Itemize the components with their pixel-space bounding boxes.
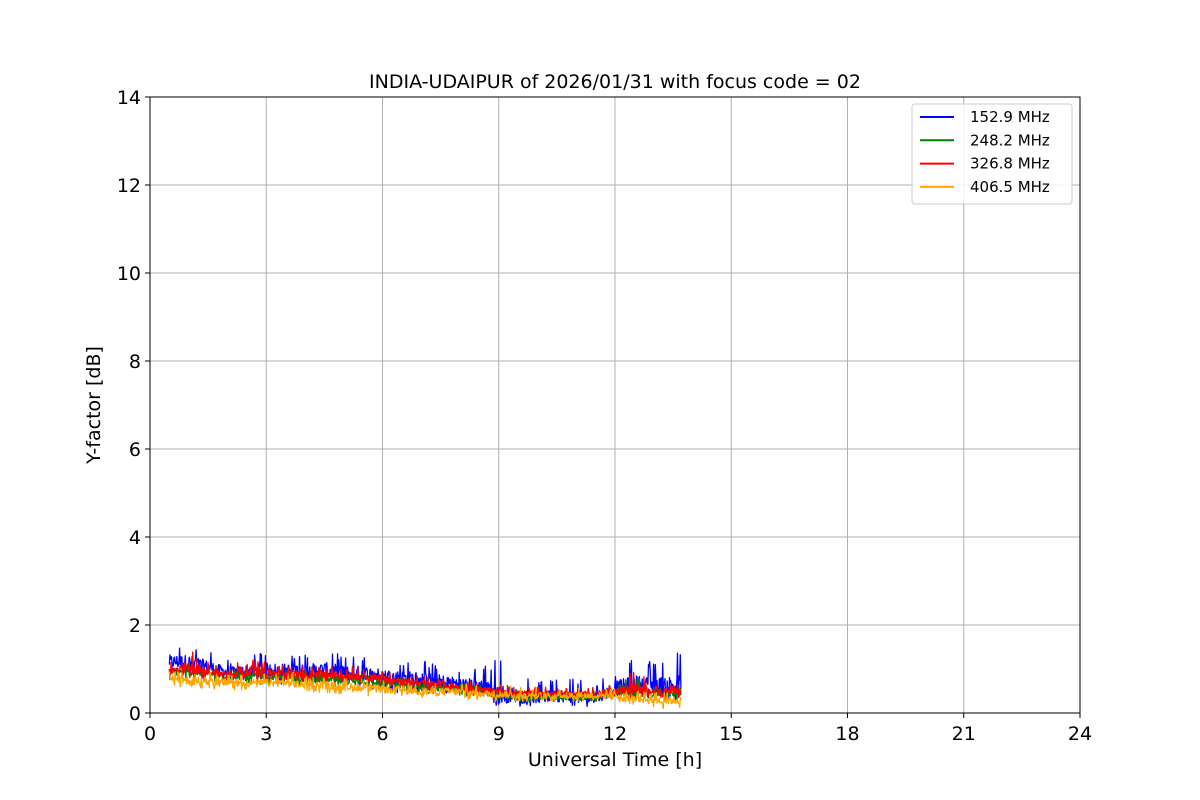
legend-label-2: 326.8 MHz — [970, 155, 1050, 173]
x-tick-label-2: 6 — [376, 723, 388, 745]
x-tick-label-0: 0 — [144, 723, 156, 745]
x-axis: 0 3 6 9 12 15 18 21 24 — [144, 713, 1092, 745]
y-tick-label-4: 8 — [129, 351, 141, 373]
y-tick-label-6: 12 — [117, 175, 141, 197]
y-axis: 0 2 4 6 8 10 12 14 — [117, 87, 150, 725]
y-tick-label-7: 14 — [117, 87, 141, 109]
x-tick-label-5: 15 — [719, 723, 743, 745]
x-tick-label-3: 9 — [493, 723, 505, 745]
x-tick-label-1: 3 — [260, 723, 272, 745]
y-tick-label-5: 10 — [117, 263, 141, 285]
series-line-3 — [168, 671, 682, 710]
x-tick-label-8: 24 — [1068, 723, 1092, 745]
chart-title: INDIA-UDAIPUR of 2026/01/31 with focus c… — [369, 71, 861, 93]
plot-area — [168, 647, 682, 710]
legend-box — [911, 103, 1073, 205]
legend: 152.9 MHz 248.2 MHz 326.8 MHz 406.5 MHz — [911, 103, 1073, 205]
y-tick-label-3: 6 — [129, 439, 141, 461]
legend-label-3: 406.5 MHz — [970, 178, 1050, 196]
x-axis-label: Universal Time [h] — [528, 749, 702, 771]
y-tick-label-1: 2 — [129, 615, 141, 637]
y-axis-label: Y-factor [dB] — [83, 346, 105, 465]
legend-label-0: 152.9 MHz — [970, 108, 1050, 126]
x-tick-label-7: 21 — [952, 723, 976, 745]
legend-label-1: 248.2 MHz — [970, 131, 1050, 149]
x-tick-label-6: 18 — [835, 723, 859, 745]
x-tick-label-4: 12 — [603, 723, 627, 745]
y-tick-label-2: 4 — [129, 527, 141, 549]
y-tick-label-0: 0 — [129, 703, 141, 725]
